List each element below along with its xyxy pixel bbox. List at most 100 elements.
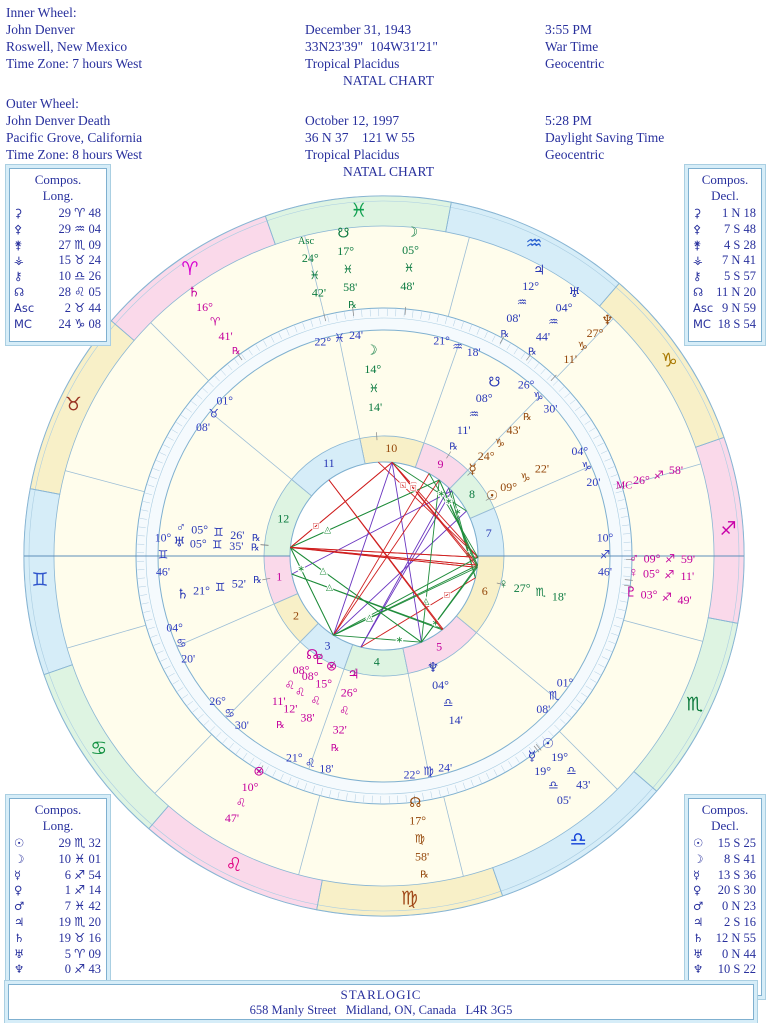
- natal-planet-label-moon: ♓: [369, 383, 379, 395]
- death-planet-label-mars-glyph: ♂: [629, 550, 639, 565]
- death-planet-label-mercury: ♎: [548, 780, 558, 792]
- death-planet-label-part-of-fortune: 10°: [242, 780, 259, 794]
- panel-row: Asc 9 N 59: [693, 301, 756, 317]
- virgo-sign-glyph: ♍: [401, 888, 418, 909]
- natal-planet-label-neptune: 04°: [432, 678, 449, 692]
- aspect-90-marker: □: [444, 589, 450, 599]
- inner-wheel-time: 3:55 PM: [545, 22, 592, 37]
- aries-sign-glyph: ♈: [181, 259, 198, 280]
- panel-value: 20 S 30: [717, 883, 756, 898]
- death-planet-label-uranus-glyph: ♅: [569, 285, 581, 300]
- death-planet-label-venus: ♐: [664, 570, 674, 582]
- svg-text:18': 18': [319, 762, 333, 776]
- death-planet-label-saturn-glyph: ♄: [188, 285, 200, 300]
- death-planet-label-pluto: ♐: [662, 592, 672, 604]
- death-planet-label-midheaven-glyph: MC: [616, 481, 632, 492]
- aspect-60-marker: ∗: [445, 495, 453, 505]
- aspect-120-marker: △: [422, 596, 429, 606]
- panel-value: 8 S 41: [724, 851, 756, 866]
- mars-icon: ♂: [14, 899, 25, 914]
- panel-row: ♅ 0 N 44: [693, 947, 756, 963]
- panel-value: 15 S 25: [717, 836, 756, 850]
- taurus-sign-glyph: ♉: [65, 394, 82, 415]
- moon-icon: ☽: [693, 851, 704, 866]
- panel-value: 29 ♈ 48: [58, 206, 101, 220]
- mercury-icon: ☿: [14, 867, 22, 882]
- outer-wheel-coords: 36 N 37 121 W 55: [305, 130, 415, 145]
- death-planet-label-midheaven: 58': [669, 463, 683, 477]
- svg-text:04°: 04°: [572, 444, 589, 458]
- natal-planet-label-mars: 26': [230, 528, 244, 542]
- svg-text:♒: ♒: [452, 339, 463, 353]
- aspect-90-marker: □: [411, 480, 417, 490]
- panel-value: 19 ♏ 20: [58, 914, 101, 929]
- death-planet-label-jupiter-glyph: ♃: [533, 263, 545, 278]
- death-planet-label-mars: 59': [681, 552, 695, 566]
- uranus-icon: ♅: [14, 946, 25, 961]
- panel-row: ⚳ 1 N 18: [693, 206, 756, 222]
- svg-text:20': 20': [181, 652, 195, 666]
- svg-text:18': 18': [467, 345, 481, 359]
- natal-planet-label-jupiter: ♌: [339, 706, 349, 718]
- biwheel-svg: ♈♉♊♋♌♍♎♏♐♑♒♓∗□∗□∗△∗□△△△△∗□△∗△∗∗△△△□□□∗∗∗…: [23, 195, 745, 917]
- death-planet-label-venus-glyph: ♀: [628, 564, 638, 579]
- panel-row: ♀ 20 S 30: [693, 883, 756, 899]
- ceres-icon: ⚳: [693, 206, 702, 220]
- death-planet-label-mercury: 19°: [534, 764, 551, 778]
- natal-planet-label-south-node: ℞: [449, 442, 458, 452]
- juno-icon: ⚵: [14, 237, 23, 252]
- death-planet-label-venus: 05°: [643, 566, 660, 580]
- panel-row: ♆ 10 S 22: [693, 962, 756, 978]
- aspect-120-marker: △: [326, 582, 333, 592]
- svg-text:08': 08': [536, 702, 550, 716]
- svg-text:♑: ♑: [533, 390, 544, 404]
- panel-subtitle: Long.: [42, 818, 74, 833]
- natal-planet-label-north-node-glyph: ☊: [306, 647, 318, 662]
- chiron-icon: ⚷: [693, 269, 702, 284]
- natal-planet-label-saturn: ℞: [253, 576, 262, 586]
- death-planet-label-north-node-glyph: ☊: [409, 795, 421, 810]
- natal-planet-label-mars-glyph: ♂: [176, 519, 186, 534]
- panel-value: 2 S 16: [724, 914, 756, 929]
- panel-value: 29 ♏ 32: [58, 836, 101, 850]
- panel-value: 11 N 20: [716, 284, 756, 299]
- svg-text:24': 24': [438, 761, 452, 775]
- natal-planet-label-mercury: ℞: [523, 413, 532, 423]
- outer-wheel-chart-type: NATAL CHART: [343, 164, 434, 179]
- aspect-120-marker: △: [324, 524, 331, 534]
- inner-wheel-system: Tropical Placidus: [305, 56, 400, 71]
- death-planet-label-uranus: ♒: [548, 317, 558, 329]
- panel-value: 10 ♓ 01: [58, 851, 101, 866]
- vendor-address: 658 Manly Street Midland, ON, Canada L4R…: [249, 1003, 513, 1017]
- pallas-icon: ⚴: [14, 221, 23, 236]
- aspect-120-marker: △: [366, 612, 373, 622]
- death-planet-label-pluto: 03°: [641, 588, 658, 602]
- svg-text:01°: 01°: [216, 394, 233, 408]
- panel-row: ♀ 1 ♐ 14: [14, 883, 101, 899]
- svg-text:21°: 21°: [286, 750, 303, 764]
- panel-value: 0 N 23: [721, 899, 756, 914]
- svg-text:24': 24': [349, 328, 363, 342]
- death-planet-label-north-node: ℞: [420, 871, 429, 881]
- death-planet-label-north-node: ♍: [415, 833, 425, 845]
- panel-row: ♂ 0 N 23: [693, 899, 756, 915]
- aspect-120-marker: △: [366, 610, 373, 620]
- aspect-120-marker: △: [326, 582, 333, 592]
- capricorn-sign-glyph: ♑: [661, 350, 678, 371]
- death-planet-label-midheaven: 26°: [633, 473, 650, 487]
- sun-icon: ☉: [693, 836, 704, 850]
- panel-value: 4 S 28: [724, 237, 756, 252]
- outer-wheel-date: October 12, 1997: [305, 113, 400, 128]
- inner-wheel-label: Inner Wheel:: [6, 5, 77, 20]
- panel-title: Compos.: [701, 802, 749, 817]
- panel-value: 24 ♑ 08: [58, 316, 101, 331]
- death-planet-label-uranus: 44': [536, 329, 550, 343]
- inner-wheel-timezone: Time Zone: 7 hours West: [6, 56, 143, 71]
- death-planet-label-south-node: ℞: [348, 301, 357, 311]
- death-planet-label-saturn: ℞: [232, 347, 241, 357]
- natal-planet-label-pluto: ℞: [276, 721, 285, 731]
- natal-planet-label-neptune-glyph: ♆: [427, 660, 439, 675]
- aspect-60-marker: ∗: [432, 617, 440, 627]
- inner-wheel-centric: Geocentric: [545, 56, 605, 71]
